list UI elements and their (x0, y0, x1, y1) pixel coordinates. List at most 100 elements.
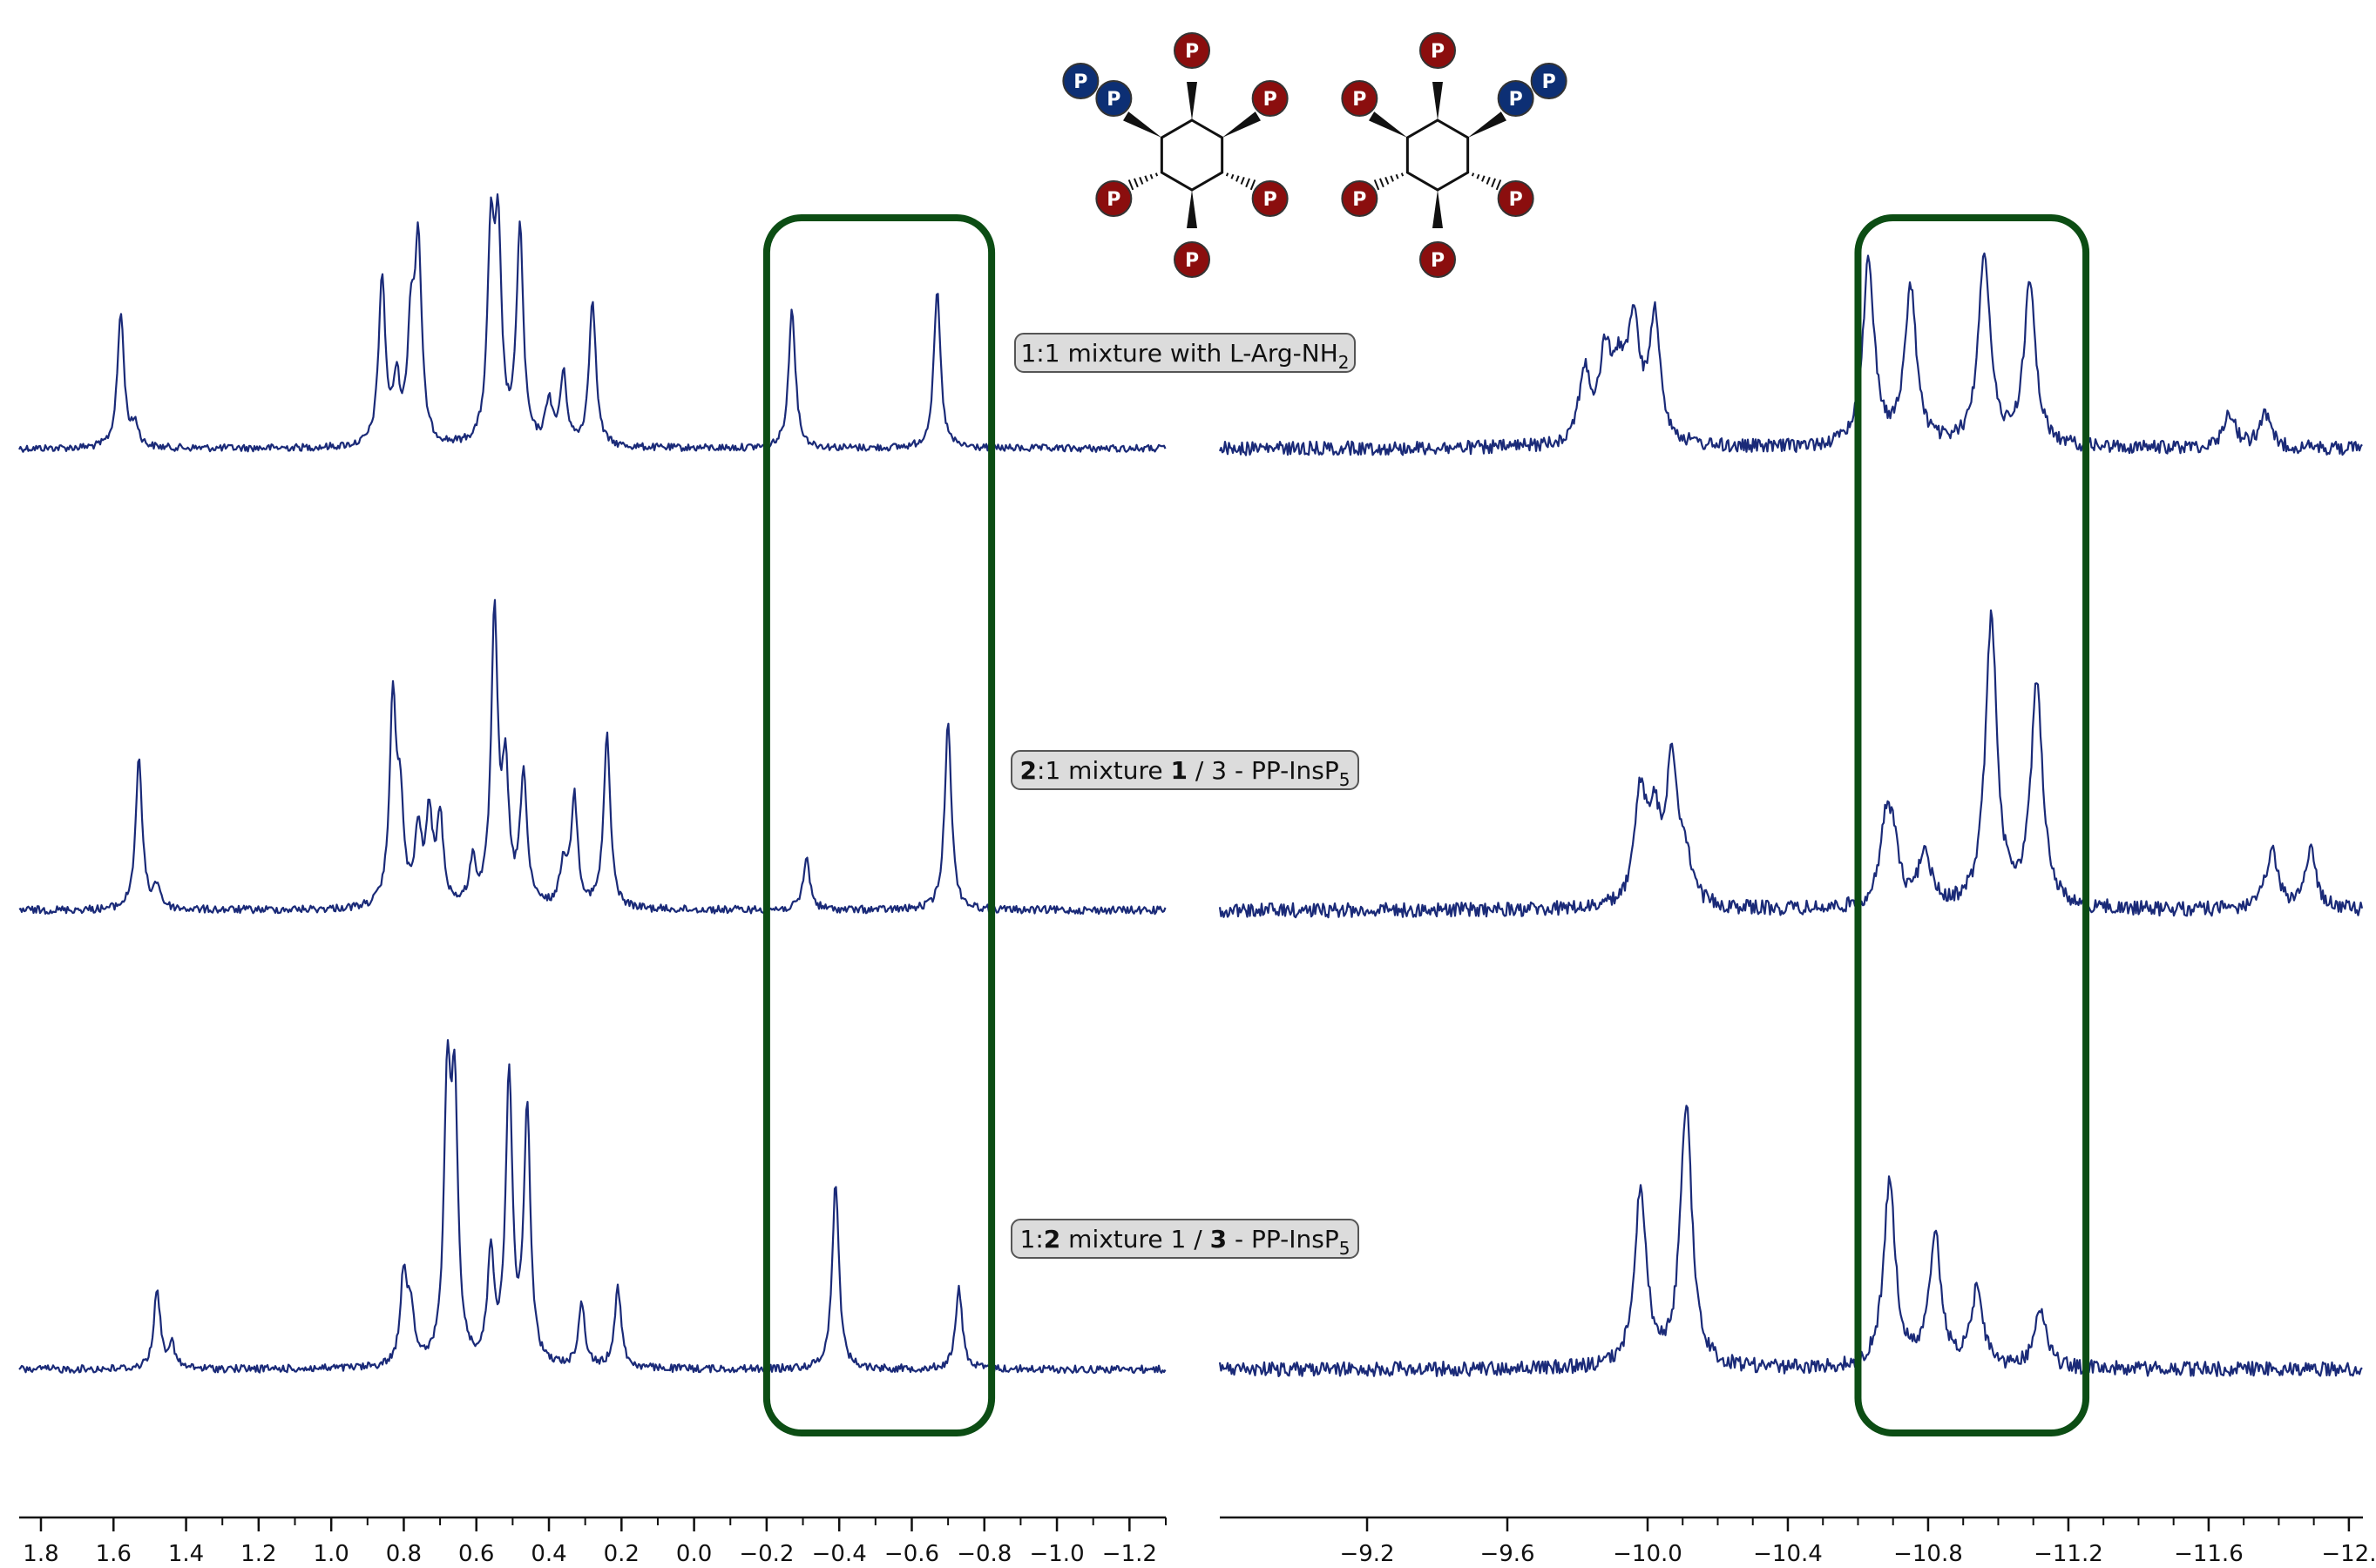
phosphate-label: P (1107, 189, 1120, 211)
phosphate-icon: P (1095, 180, 1133, 217)
wedge-bond (1222, 112, 1261, 138)
wedge-bond (1123, 112, 1162, 138)
trace-label-part: mixture 1 / (1060, 1225, 1209, 1254)
highlight-box-1 (762, 214, 996, 1436)
phosphate-circle (1341, 180, 1378, 217)
spectrum-trace-1-2 (18, 598, 1167, 916)
trace-label-part: / 3 - PP-InsP (1188, 756, 1339, 785)
x-tick-label: 1.0 (313, 1541, 349, 1567)
phosphate-circle (1341, 80, 1378, 117)
x-tick-label: −10.8 (1893, 1541, 1963, 1567)
phosphate-circle (1174, 32, 1210, 69)
hashed-bond-stroke (1476, 173, 1480, 179)
highlight-boxes (762, 214, 2090, 1436)
wedge-bond (1187, 190, 1197, 228)
phosphate-circle (1095, 180, 1133, 217)
x-tick-label: −0.6 (884, 1541, 939, 1567)
highlight-box-2 (1854, 214, 2090, 1436)
phosphate-icon: P (1419, 32, 1456, 69)
x-tick-label: −10.0 (1613, 1541, 1682, 1567)
x-tick-label: 1.8 (23, 1541, 58, 1567)
phosphate-circle (1251, 80, 1289, 117)
trace-label-box (1014, 333, 1356, 373)
trace-label-text: 1:2 mixture 1 / 3 - PP-InsP5 (1020, 1225, 1350, 1259)
phosphate-label: P (1509, 189, 1523, 211)
trace-label-part: :1 mixture (1037, 756, 1171, 785)
phosphate-circle (1497, 180, 1534, 217)
phosphate-circle (1419, 241, 1456, 278)
hashed-bond-stroke (1384, 176, 1390, 185)
phosphate-label: P (1107, 89, 1120, 111)
spectrum-trace-2-1 (1218, 252, 2363, 456)
hashed-bond-stroke (1235, 175, 1240, 182)
x-tick-label: 0.4 (531, 1541, 566, 1567)
phosphate-label: P (1352, 89, 1366, 111)
phosphate-label: P (1263, 189, 1277, 211)
trace-label-text: 2:1 mixture 1 / 3 - PP-InsP5 (1020, 756, 1350, 790)
cyclohexane-ring (1405, 118, 1470, 192)
spectrum-trace-2-3 (1218, 1105, 2363, 1378)
x-tick-label: −0.4 (812, 1541, 867, 1567)
trace-label-part: 1 (1171, 756, 1188, 785)
phosphate-label: P (1185, 250, 1199, 272)
phosphate-label: P (1431, 41, 1445, 63)
phosphate-icon: P (1497, 80, 1534, 117)
hashed-bond-stroke (1245, 178, 1250, 188)
trace-label-part: - PP-InsP (1227, 1225, 1339, 1254)
phosphate-icon: P (1174, 241, 1210, 278)
x-tick-label: 1.2 (240, 1541, 276, 1567)
hashed-bond-stroke (1225, 172, 1229, 177)
x-tick-label: −0.8 (957, 1541, 1012, 1567)
x-tick-label: 1.4 (168, 1541, 204, 1567)
trace-label-part: 1: (1020, 1225, 1044, 1254)
phosphate-circle (1062, 63, 1100, 99)
hashed-bond-stroke (1486, 176, 1491, 185)
trace-label-part: 5 (1339, 769, 1350, 790)
x-tick-label: −1.0 (1029, 1541, 1084, 1567)
hashed-bond-stroke (1139, 176, 1144, 185)
x-tick-label: −1.2 (1102, 1541, 1157, 1567)
phosphate-label: P (1352, 189, 1366, 211)
spectra (18, 193, 2364, 1378)
hashed-bond-stroke (1373, 179, 1380, 191)
phosphate-icon: P (1174, 32, 1210, 69)
phosphate-label: P (1509, 89, 1523, 111)
x-tick-label: −0.2 (739, 1541, 794, 1567)
phosphate-icon: P (1095, 80, 1133, 117)
wedge-bond (1467, 112, 1506, 138)
trace-labels: 1:1 mixture with L-Arg-NH2 2:1 mixture 1 … (1011, 333, 1359, 1259)
hashed-bond-stroke (1390, 175, 1394, 182)
wedge-bond (1432, 190, 1443, 228)
trace-label-3: 1:2 mixture 1 / 3 - PP-InsP5 (1011, 1219, 1359, 1259)
phosphate-label: P (1185, 41, 1199, 63)
x-tick-label: −11.2 (2034, 1541, 2103, 1567)
x-tick-label: −9.6 (1479, 1541, 1534, 1567)
trace-label-1: 1:1 mixture with L-Arg-NH2 (1014, 333, 1356, 373)
phosphate-circle (1251, 180, 1289, 217)
phosphate-label: P (1263, 89, 1277, 111)
hashed-bond-stroke (1491, 178, 1496, 188)
hashed-bond-stroke (1134, 178, 1139, 188)
x-tick-label: −10.4 (1753, 1541, 1823, 1567)
x-tick-label: 0.8 (386, 1541, 422, 1567)
hashed-bond-stroke (1240, 176, 1245, 185)
hashed-bond-stroke (1395, 173, 1399, 179)
wedge-bond (1432, 82, 1443, 120)
x-tick-label: 0.6 (458, 1541, 494, 1567)
hashed-bond-stroke (1144, 175, 1148, 182)
phosphate-icon: P (1341, 80, 1378, 117)
x-tick-label: 0.0 (676, 1541, 712, 1567)
phosphate-icon: P (1530, 63, 1567, 99)
trace-label-part: 3 (1210, 1225, 1227, 1254)
hashed-bond-stroke (1154, 172, 1159, 177)
spectrum-trace-1-1 (18, 193, 1167, 453)
hashed-bond-stroke (1471, 172, 1475, 177)
phosphate-label: P (1073, 71, 1087, 93)
trace-label-part: 2 (1338, 352, 1350, 373)
hashed-bond-stroke (1379, 178, 1384, 188)
trace-label-box (1011, 750, 1359, 790)
